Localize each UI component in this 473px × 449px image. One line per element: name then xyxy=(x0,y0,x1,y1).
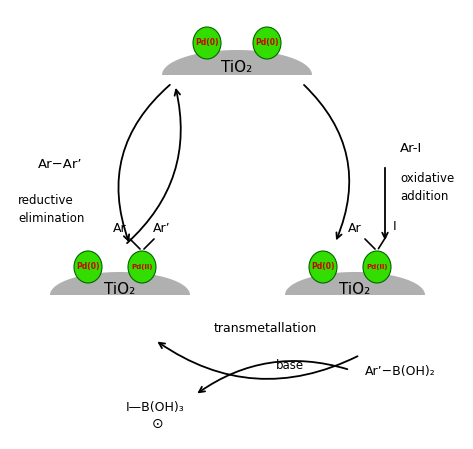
Text: base: base xyxy=(276,359,304,372)
Ellipse shape xyxy=(253,27,281,59)
Text: TiO₂: TiO₂ xyxy=(339,282,371,296)
Text: I—B(OH)₃: I—B(OH)₃ xyxy=(126,401,184,414)
Text: elimination: elimination xyxy=(18,211,84,224)
PathPatch shape xyxy=(50,272,190,295)
Text: TiO₂: TiO₂ xyxy=(105,282,136,296)
Text: Ar−Ar’: Ar−Ar’ xyxy=(38,158,82,172)
FancyArrowPatch shape xyxy=(199,361,347,392)
Text: Pd(II): Pd(II) xyxy=(366,264,388,270)
Text: addition: addition xyxy=(400,189,448,202)
Text: Pd(0): Pd(0) xyxy=(76,263,100,272)
Text: ⊙: ⊙ xyxy=(152,417,164,431)
FancyArrowPatch shape xyxy=(159,343,358,379)
Text: I: I xyxy=(393,220,397,233)
Text: Pd(II): Pd(II) xyxy=(131,264,153,270)
Text: Ar’−B(OH)₂: Ar’−B(OH)₂ xyxy=(365,365,436,379)
Ellipse shape xyxy=(74,251,102,283)
Ellipse shape xyxy=(193,27,221,59)
Text: Ar-I: Ar-I xyxy=(400,141,422,154)
Ellipse shape xyxy=(309,251,337,283)
Ellipse shape xyxy=(363,251,391,283)
Text: Ar: Ar xyxy=(348,223,362,235)
Text: transmetallation: transmetallation xyxy=(213,322,316,335)
Text: Pd(0): Pd(0) xyxy=(255,39,279,48)
Ellipse shape xyxy=(128,251,156,283)
Text: Ar’: Ar’ xyxy=(153,223,171,235)
Text: reductive: reductive xyxy=(18,194,74,207)
Text: Ar: Ar xyxy=(113,223,127,235)
FancyArrowPatch shape xyxy=(304,85,349,238)
Text: oxidative: oxidative xyxy=(400,172,454,185)
PathPatch shape xyxy=(285,272,425,295)
Text: Pd(0): Pd(0) xyxy=(311,263,335,272)
PathPatch shape xyxy=(162,50,312,75)
Text: TiO₂: TiO₂ xyxy=(221,60,253,75)
Text: Pd(0): Pd(0) xyxy=(195,39,219,48)
FancyArrowPatch shape xyxy=(118,85,170,241)
FancyArrowPatch shape xyxy=(127,90,181,243)
